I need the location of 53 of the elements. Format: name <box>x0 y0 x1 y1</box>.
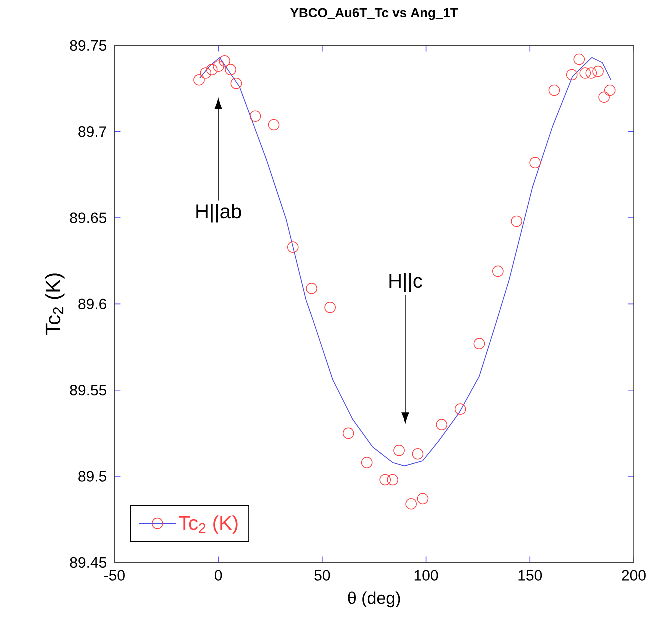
point <box>342 428 354 440</box>
y-tick-label: 89.5 <box>78 471 107 482</box>
point <box>580 68 592 79</box>
point <box>574 54 586 66</box>
point <box>406 498 417 510</box>
x-tick-label: 0 <box>214 570 222 581</box>
point <box>548 84 560 96</box>
point <box>219 56 230 67</box>
point <box>436 419 448 430</box>
point <box>287 242 299 253</box>
point <box>213 60 224 72</box>
point <box>306 283 318 294</box>
point <box>586 68 598 79</box>
point <box>225 64 236 76</box>
point <box>194 74 205 86</box>
point <box>250 110 262 122</box>
y-tick-label: 89.55 <box>70 385 107 396</box>
point <box>324 302 336 314</box>
y-tick-label: 89.45 <box>70 557 107 568</box>
y-tick-label: 89.6 <box>78 298 107 310</box>
point <box>530 157 541 169</box>
x-tick-label: 100 <box>414 570 438 581</box>
point <box>200 68 212 79</box>
annotation: H||ab <box>196 204 242 223</box>
legend-label: Tc$_{2}$ (K) <box>178 516 238 534</box>
point <box>604 84 616 96</box>
chart-title: YBCO_Au6T_Tc vs Ang_1T <box>290 8 458 20</box>
point <box>387 474 398 486</box>
point <box>598 92 610 104</box>
point <box>474 338 486 350</box>
y-tick-label: 89.7 <box>78 126 106 138</box>
point <box>361 457 373 468</box>
point <box>592 66 604 78</box>
point <box>417 493 429 505</box>
y-axis-title: Tc$_{2}$ (K) <box>45 274 65 336</box>
point <box>380 474 392 486</box>
point <box>566 69 578 81</box>
x-tick-label: 200 <box>622 570 646 581</box>
point <box>268 119 280 131</box>
annotation: H||c <box>390 273 422 292</box>
point <box>394 445 405 456</box>
x-tick-label: 150 <box>518 570 542 581</box>
point <box>511 216 522 228</box>
point <box>412 448 424 460</box>
x-tick-label: -50 <box>104 570 125 581</box>
point <box>454 404 466 415</box>
y-tick-label: 89.75 <box>70 40 107 51</box>
x-axis-title: θ (deg) <box>348 592 400 608</box>
point <box>206 64 218 76</box>
point <box>492 266 504 278</box>
y-tick-label: 89.65 <box>70 212 107 224</box>
point <box>230 78 242 90</box>
x-tick-label: 50 <box>314 570 330 581</box>
